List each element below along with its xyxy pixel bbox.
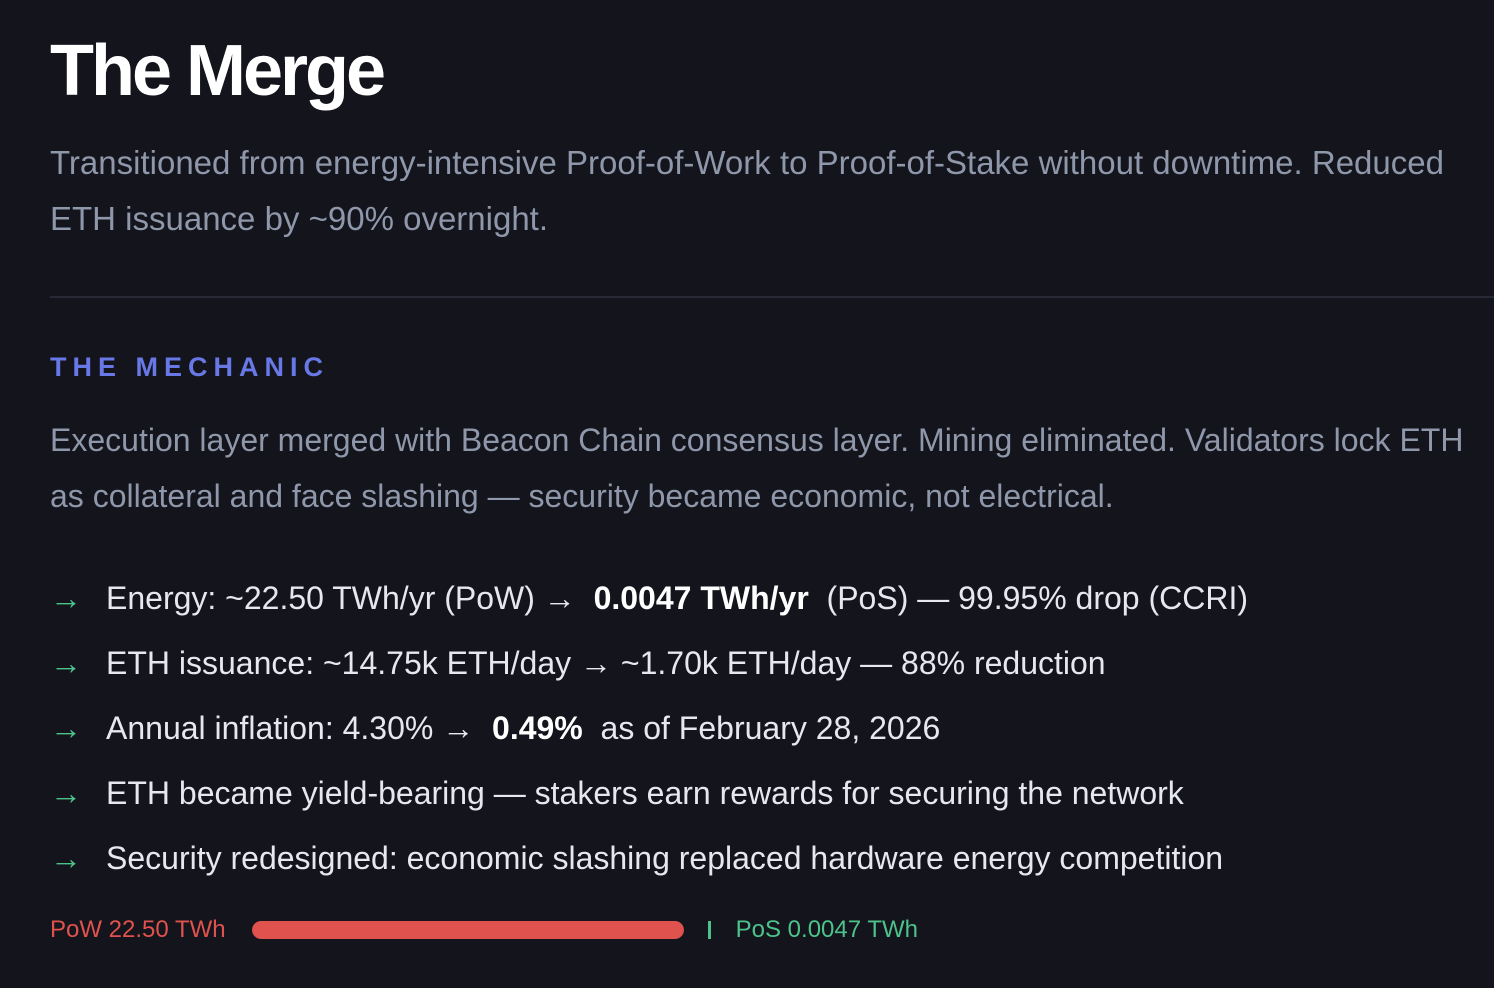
energy-comparison: PoW 22.50 TWh PoS 0.0047 TWh: [50, 914, 918, 946]
list-item: → Security redesigned: economic slashing …: [50, 826, 1248, 891]
arrow-right-icon: →: [50, 840, 82, 876]
arrow-right-icon: →: [50, 580, 82, 616]
divider: [50, 296, 1494, 298]
pow-label: PoW 22.50 TWh: [50, 916, 226, 943]
list-item: → Energy: ~22.50 TWh/yr (PoW) → 0.0047 TW…: [50, 566, 1248, 631]
arrow-right-icon: →: [50, 645, 82, 681]
mechanic-description: Execution layer merged with Beacon Chain…: [50, 422, 1464, 514]
item-text: Security redesigned: economic slashing r…: [106, 840, 1224, 876]
item-text: Energy: ~22.50 TWh/yr (PoW) →: [106, 580, 594, 616]
list-item: → ETH issuance: ~14.75k ETH/day → ~1.70k …: [50, 631, 1248, 696]
item-text-suffix: as of February 28, 2026: [582, 710, 941, 746]
pow-bar: [251, 921, 684, 939]
section-label: THE MECHANIC: [50, 352, 329, 382]
pos-label: PoS 0.0047 TWh: [735, 916, 918, 943]
page-subtitle: Transitioned from energy-intensive Proof…: [50, 144, 1444, 237]
arrow-right-icon: →: [50, 775, 82, 811]
arrow-right-icon: →: [50, 710, 82, 746]
item-highlight: 0.49%: [492, 710, 583, 746]
item-text: ETH became yield-bearing — stakers earn …: [106, 775, 1184, 811]
page-title: The Merge: [50, 31, 386, 111]
item-highlight: 0.0047 TWh/yr: [593, 580, 809, 616]
item-text: Annual inflation: 4.30% →: [106, 710, 493, 746]
item-text: ETH issuance: ~14.75k ETH/day → ~1.70k E…: [106, 645, 1106, 681]
item-text-suffix: (PoS) — 99.95% drop (CCRI): [808, 580, 1249, 616]
pos-bar-tick: [707, 921, 711, 939]
pow-bar-fill: [251, 921, 684, 939]
list-item: → ETH became yield-bearing — stakers earn…: [50, 761, 1248, 826]
list-item: → Annual inflation: 4.30% → 0.49% as of F…: [50, 696, 1248, 761]
facts-list: → Energy: ~22.50 TWh/yr (PoW) → 0.0047 TW…: [50, 566, 1248, 891]
